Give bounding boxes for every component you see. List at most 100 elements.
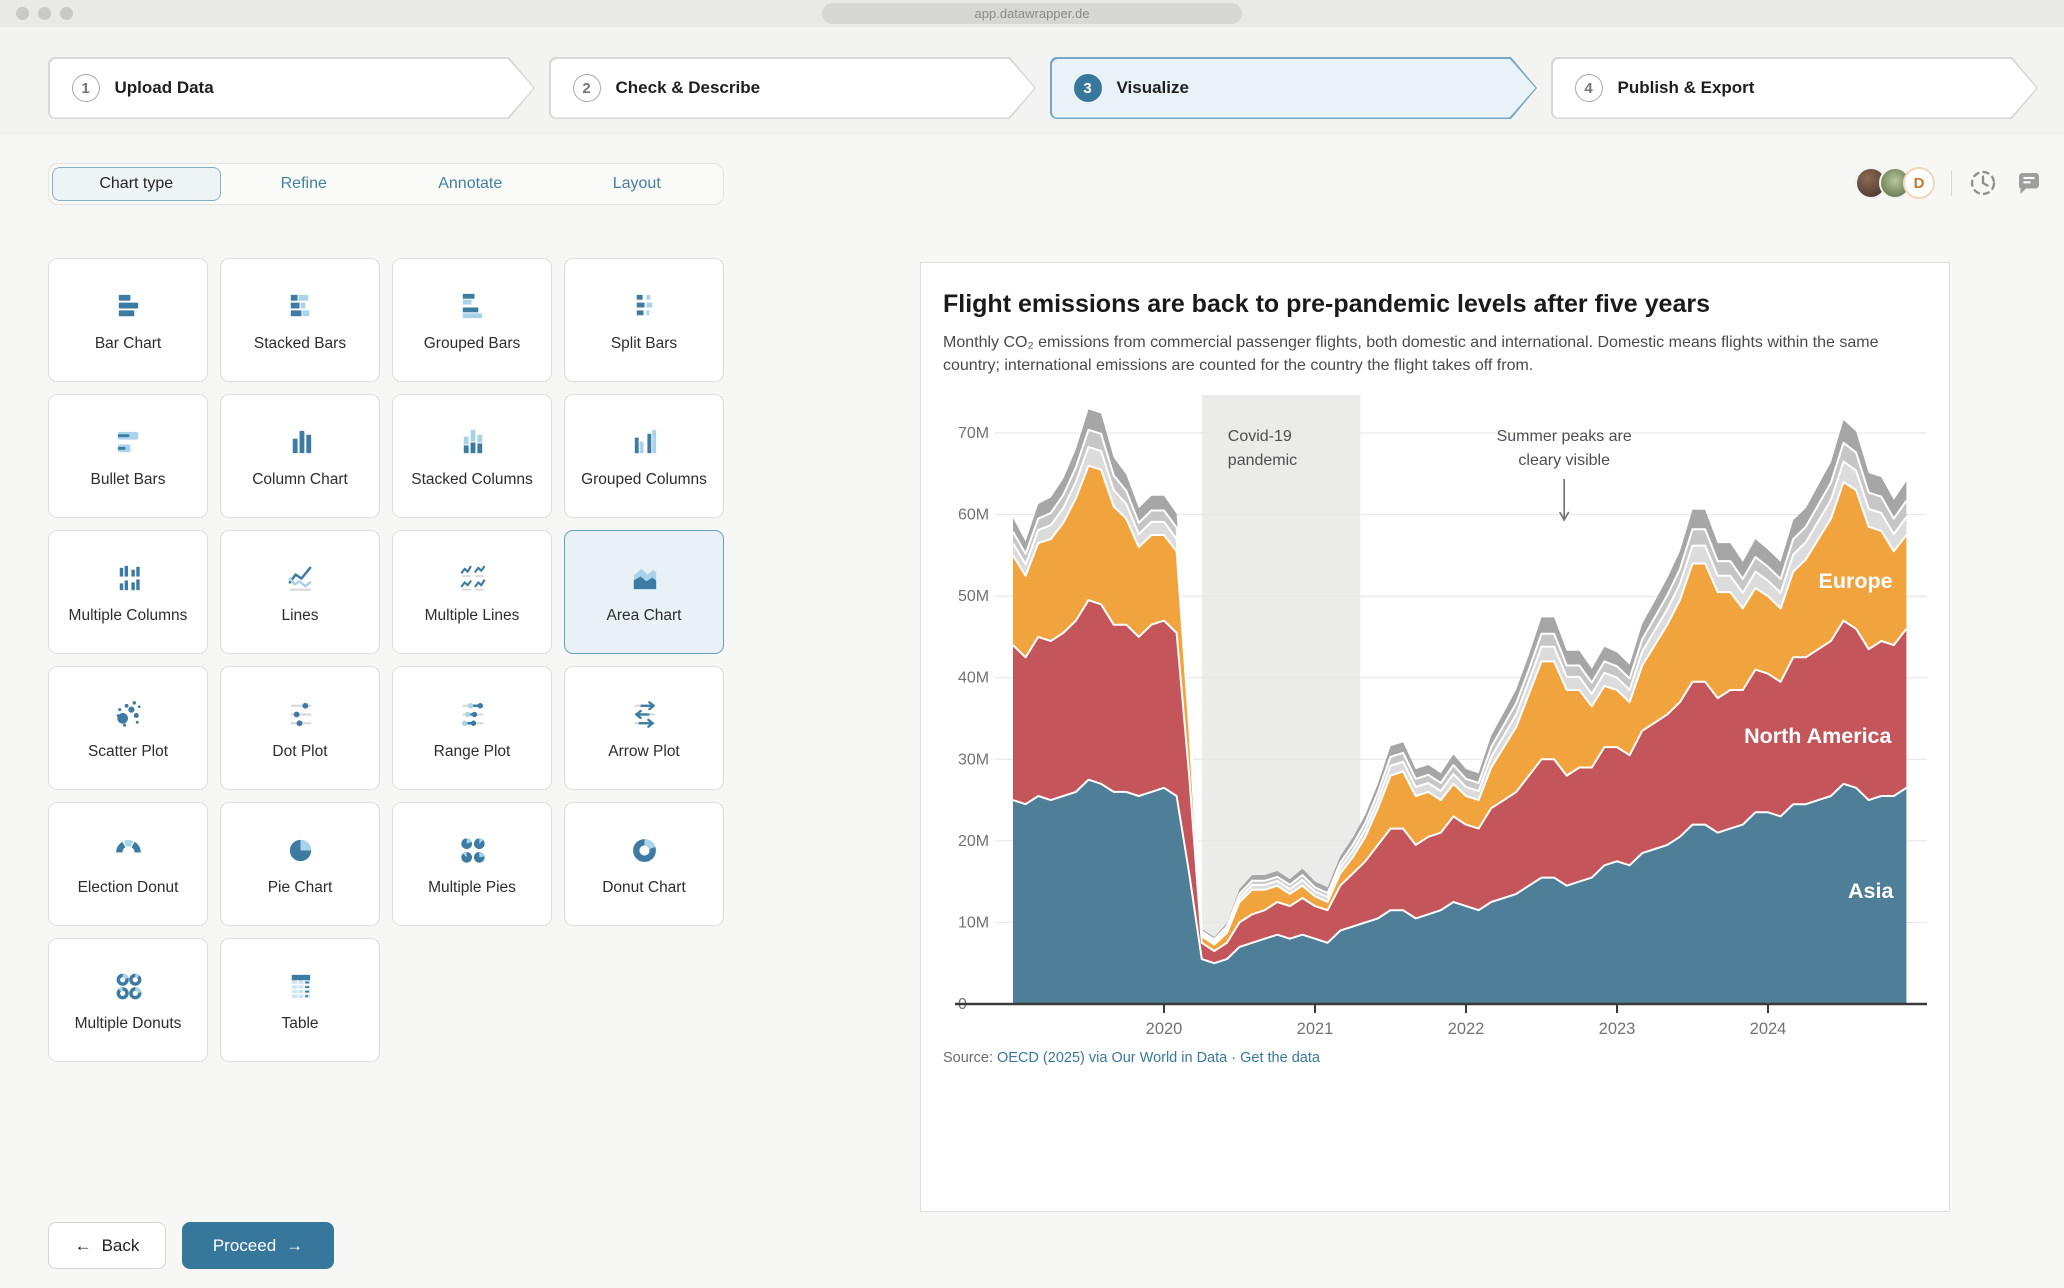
chart-type-multiple-pies[interactable]: Multiple Pies <box>392 802 552 926</box>
back-button[interactable]: ← Back <box>48 1222 166 1269</box>
tab-chart-type[interactable]: Chart type <box>52 167 221 201</box>
y-axis-label: 60M <box>958 507 989 524</box>
proceed-arrow-icon: → <box>286 1235 304 1255</box>
toolbar-divider <box>1951 170 1952 196</box>
chart-type-column-chart[interactable]: Column Chart <box>220 394 380 518</box>
zoom-window-dot[interactable] <box>60 7 73 20</box>
y-axis-label: 30M <box>958 752 989 769</box>
top-right-toolbar: D <box>1855 160 2044 206</box>
stepper-step-check-describe[interactable]: 2 Check & Describe <box>549 57 1036 119</box>
chart-type-label: Split Bars <box>610 334 678 352</box>
multiple-lines-icon <box>456 559 489 599</box>
chart-type-label: Multiple Lines <box>424 606 520 624</box>
chart-type-split-bars[interactable]: Split Bars <box>564 258 724 382</box>
chart-type-grouped-columns[interactable]: Grouped Columns <box>564 394 724 518</box>
stepper-step-visualize[interactable]: 3 Visualize <box>1050 57 1537 119</box>
chart-type-label: Lines <box>281 606 319 624</box>
stepper: 1 Upload Data 2 Check & Describe 3 Visualize 4… <box>48 57 2038 119</box>
tab-refine[interactable]: Refine <box>280 175 327 192</box>
chart-type-lines[interactable]: Lines <box>220 530 380 654</box>
chart-type-stacked-bars[interactable]: Stacked Bars <box>220 258 380 382</box>
y-axis-label: 50M <box>958 589 989 606</box>
step-number-badge: 2 <box>573 74 601 102</box>
close-window-dot[interactable] <box>16 7 29 20</box>
stepper-step-upload-data[interactable]: 1 Upload Data <box>48 57 535 119</box>
stepper-step-publish-export[interactable]: 4 Publish & Export <box>1551 57 2038 119</box>
minimize-window-dot[interactable] <box>38 7 51 20</box>
chart-type-label: Donut Chart <box>602 878 686 896</box>
source-link[interactable]: OECD (2025) via Our World in Data <box>997 1050 1228 1067</box>
tab-annotate[interactable]: Annotate <box>438 175 503 192</box>
chart-type-stacked-columns[interactable]: Stacked Columns <box>392 394 552 518</box>
source-line: Source: OECD (2025) via Our World in Dat… <box>943 1050 1927 1066</box>
avatar-3[interactable]: D <box>1903 167 1935 199</box>
chart-type-bullet-bars[interactable]: Bullet Bars <box>48 394 208 518</box>
series-label-north-america: North America <box>1744 724 1892 748</box>
editor-tabbar: Chart type Refine Annotate Layout <box>48 163 724 205</box>
chart-canvas: 70M60M50M40M30M20M10M0202020212022202320… <box>943 391 1927 1048</box>
browser-topbar: app.datawrapper.de <box>0 0 2064 27</box>
chart-type-pie-chart[interactable]: Pie Chart <box>220 802 380 926</box>
chart-type-label: Bullet Bars <box>90 470 166 488</box>
chart-type-multiple-lines[interactable]: Multiple Lines <box>392 530 552 654</box>
step-label: Check & Describe <box>615 78 761 97</box>
step-label: Publish & Export <box>1617 78 1755 97</box>
chart-type-label: Stacked Columns <box>411 470 533 488</box>
chart-type-multiple-columns[interactable]: Multiple Columns <box>48 530 208 654</box>
grouped-columns-icon <box>628 423 661 463</box>
chart-type-dot-plot[interactable]: Dot Plot <box>220 666 380 790</box>
step-number-badge: 4 <box>1575 74 1603 102</box>
x-axis-label: 2023 <box>1599 1020 1636 1038</box>
pie-chart-icon <box>284 831 317 871</box>
chart-type-label: Scatter Plot <box>87 742 169 760</box>
area-chart-svg: 70M60M50M40M30M20M10M0202020212022202320… <box>955 395 1927 1038</box>
election-donut-icon <box>112 831 145 871</box>
stepper-step-body: 3 Visualize <box>1052 59 1536 118</box>
chart-type-label: Bar Chart <box>94 334 162 352</box>
history-icon[interactable] <box>1968 168 1998 198</box>
chart-type-grid: Bar Chart Stacked Bars Grouped Bars Split B… <box>48 258 724 1062</box>
area-asia <box>1013 780 1907 1005</box>
traffic-light-dots[interactable] <box>16 7 73 20</box>
address-bar[interactable]: app.datawrapper.de <box>822 3 1242 24</box>
covid-annotation: Covid-19 <box>1228 428 1292 445</box>
tab-layout[interactable]: Layout <box>612 175 661 192</box>
x-axis-label: 2024 <box>1750 1020 1787 1038</box>
donut-chart-icon <box>628 831 661 871</box>
range-plot-icon <box>456 695 489 735</box>
source-separator: · <box>1231 1050 1237 1067</box>
chart-type-grouped-bars[interactable]: Grouped Bars <box>392 258 552 382</box>
series-label-asia: Asia <box>1848 879 1894 903</box>
preview-chart-title: Flight emissions are back to pre-pandemi… <box>943 290 1710 318</box>
area-europe <box>1013 466 1907 952</box>
multiple-columns-icon <box>112 559 145 599</box>
source-label: Source: <box>943 1050 993 1067</box>
chart-type-scatter-plot[interactable]: Scatter Plot <box>48 666 208 790</box>
chart-type-table[interactable]: Table <box>220 938 380 1062</box>
chart-type-bar-chart[interactable]: Bar Chart <box>48 258 208 382</box>
chart-type-label: Grouped Bars <box>423 334 521 352</box>
address-bar-url: app.datawrapper.de <box>974 6 1090 21</box>
summer-annotation: Summer peaks are <box>1497 428 1632 445</box>
chart-type-range-plot[interactable]: Range Plot <box>392 666 552 790</box>
x-axis-label: 2021 <box>1297 1020 1334 1038</box>
step-number-badge: 1 <box>72 74 100 102</box>
scatter-plot-icon <box>112 695 145 735</box>
step-label: Visualize <box>1116 78 1189 97</box>
comments-icon[interactable] <box>2014 168 2044 198</box>
chart-type-label: Column Chart <box>252 470 348 488</box>
get-data-link[interactable]: Get the data <box>1240 1050 1320 1067</box>
chart-type-label: Grouped Columns <box>581 470 707 488</box>
stepper-step-body: 4 Publish & Export <box>1553 59 2037 118</box>
chart-type-donut-chart[interactable]: Donut Chart <box>564 802 724 926</box>
footer-actions: ← Back Proceed → <box>48 1222 334 1269</box>
table-icon <box>284 967 317 1007</box>
chart-type-arrow-plot[interactable]: Arrow Plot <box>564 666 724 790</box>
chart-type-election-donut[interactable]: Election Donut <box>48 802 208 926</box>
chart-type-label: Election Donut <box>77 878 179 896</box>
y-axis-label: 70M <box>958 425 989 442</box>
y-axis-label: 40M <box>958 670 989 687</box>
chart-type-area-chart[interactable]: Area Chart <box>564 530 724 654</box>
chart-type-multiple-donuts[interactable]: Multiple Donuts <box>48 938 208 1062</box>
proceed-button[interactable]: Proceed → <box>182 1222 334 1269</box>
